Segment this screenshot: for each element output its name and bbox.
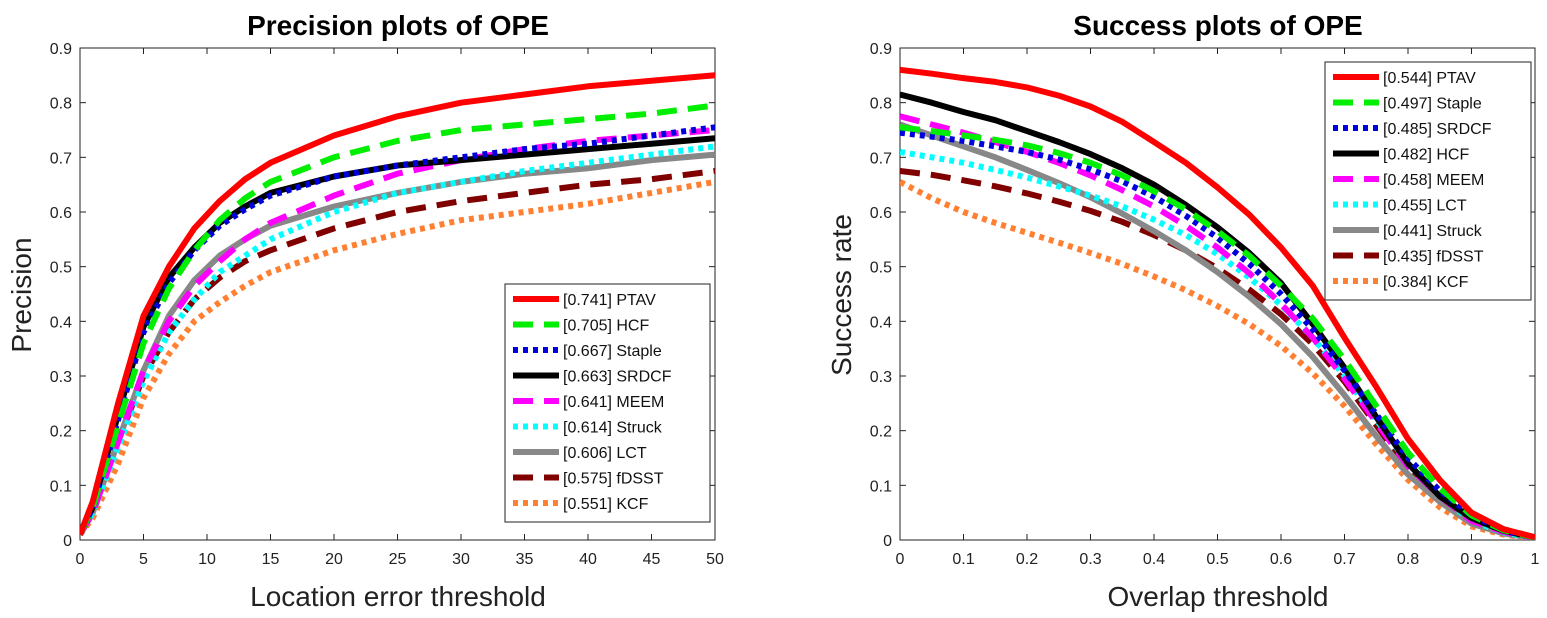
- precision-chart-xtick-label: 40: [579, 551, 597, 568]
- precision-chart-title: Precision plots of OPE: [247, 10, 549, 41]
- success-chart-series-line-4: [900, 91, 1535, 540]
- precision-chart-series-line-2: [80, 102, 715, 536]
- success-chart-ytick-label: 0.8: [870, 96, 892, 113]
- precision-chart-xtick-label: 10: [198, 551, 216, 568]
- success-chart-xtick-label: 0.5: [1206, 551, 1228, 568]
- success-chart-ytick-label: 0.4: [870, 314, 892, 331]
- precision-chart-legend-entry: [0.667] Staple: [563, 343, 662, 360]
- success-chart-ytick-label: 0.7: [870, 150, 892, 167]
- success-chart-ytick-label: 0.1: [870, 478, 892, 495]
- success-chart-ytick-label: 0.3: [870, 369, 892, 386]
- precision-chart-xtick-label: 35: [516, 551, 534, 568]
- success-chart-xlabel: Overlap threshold: [1107, 581, 1328, 612]
- precision-chart-legend-entry: [0.705] HCF: [563, 318, 649, 335]
- success-chart-ytick-label: 0.6: [870, 205, 892, 222]
- precision-chart-ytick-label: 0.5: [50, 260, 72, 277]
- success-chart-ytick-label: 0.9: [870, 41, 892, 58]
- success-chart-ticks: 0 0.1 0.2 0.3 0.4 0.5 0.6 0.7 0.8 0.9 1 0 0.1 0.2 0.3 0…: [870, 41, 1540, 568]
- success-chart-xtick-label: 0.7: [1333, 551, 1355, 568]
- precision-chart-legend-entry: [0.741] PTAV: [563, 292, 656, 309]
- precision-chart-ytick-label: 0.4: [50, 314, 72, 331]
- precision-chart-ytick-label: 0.2: [50, 424, 72, 441]
- precision-chart-series-line-5: [80, 127, 715, 537]
- success-chart-ytick-label: 0.2: [870, 424, 892, 441]
- precision-chart-xtick-label: 50: [706, 551, 724, 568]
- success-chart-ytick-label: 0.5: [870, 260, 892, 277]
- precision-chart-ticks: 0 5 10 15 20 25 30 35 40 45 50 0 0.1 0.2 0.3 0.4 0.5 0.6 0…: [50, 41, 724, 568]
- precision-chart-ytick-label: 0.9: [50, 41, 72, 58]
- success-chart-legend-entry: [0.455] LCT: [1383, 198, 1467, 215]
- success-chart-legend-entry: [0.384] KCF: [1383, 274, 1469, 291]
- success-chart-xtick-label: 0.2: [1016, 551, 1038, 568]
- success-chart-legend-entry: [0.458] MEEM: [1383, 172, 1484, 189]
- precision-chart-legend-box: [504, 283, 711, 523]
- precision-chart-legend-entry: [0.641] MEEM: [563, 394, 664, 411]
- success-chart-xtick-label: 0.8: [1397, 551, 1419, 568]
- precision-chart-legend: [0.741] PTAV [0.705] HCF [0.667] Staple [0.…: [504, 283, 711, 523]
- precision-chart-xlabel: Location error threshold: [250, 581, 546, 612]
- success-chart: Success plots of OPE Overlap threshold S…: [826, 10, 1540, 612]
- precision-chart-legend-entry: [0.614] Struck: [563, 420, 663, 437]
- success-chart-xtick-label: 0.6: [1270, 551, 1292, 568]
- success-chart-legend-box: [1324, 61, 1532, 301]
- success-chart-xtick-label: 0.3: [1079, 551, 1101, 568]
- precision-chart-ytick-label: 0: [63, 533, 72, 550]
- precision-chart-ytick-label: 0.6: [50, 205, 72, 222]
- success-chart-series-line-8: [900, 168, 1535, 540]
- success-chart-title: Success plots of OPE: [1073, 10, 1362, 41]
- success-chart-legend-entry: [0.497] Staple: [1383, 96, 1482, 113]
- success-chart-legend-entry: [0.435] fDSST: [1383, 249, 1484, 266]
- precision-chart-ytick-label: 0.1: [50, 478, 72, 495]
- precision-chart-legend-entry: [0.575] fDSST: [563, 471, 664, 488]
- success-chart-legend: [0.544] PTAV [0.497] Staple [0.485] SRDCF […: [1324, 61, 1532, 301]
- precision-chart-ytick-label: 0.3: [50, 369, 72, 386]
- precision-chart-legend-entry: [0.551] KCF: [563, 496, 649, 513]
- precision-chart-xtick-label: 25: [389, 551, 407, 568]
- success-chart-ytick-label: 0: [883, 533, 892, 550]
- precision-chart: Precision plots of OPE Location error th…: [6, 10, 724, 612]
- success-chart-legend-entry: [0.482] HCF: [1383, 147, 1469, 164]
- success-chart-series-line-2: [900, 124, 1535, 540]
- success-chart-plot-area: [900, 66, 1535, 540]
- precision-chart-xtick-label: 5: [139, 551, 148, 568]
- success-chart-ylabel: Success rate: [826, 214, 857, 376]
- precision-chart-legend-entry: [0.663] SRDCF: [563, 369, 672, 386]
- precision-chart-ylabel: Precision: [6, 237, 37, 352]
- success-chart-legend-entry: [0.441] Struck: [1383, 223, 1483, 240]
- success-chart-xtick-label: 1: [1531, 551, 1540, 568]
- precision-chart-xtick-label: 15: [262, 551, 280, 568]
- precision-chart-xtick-label: 30: [452, 551, 470, 568]
- success-chart-legend-entry: [0.544] PTAV: [1383, 70, 1476, 87]
- precision-chart-xtick-label: 45: [643, 551, 661, 568]
- success-chart-series-line-9: [900, 179, 1535, 540]
- precision-chart-series-line-1: [80, 72, 715, 536]
- precision-chart-ytick-label: 0.8: [50, 96, 72, 113]
- success-chart-xtick-label: 0.9: [1460, 551, 1482, 568]
- success-chart-legend-entry: [0.485] SRDCF: [1383, 121, 1492, 138]
- precision-chart-legend-entry: [0.606] LCT: [563, 445, 647, 462]
- success-chart-series-line-7: [900, 121, 1535, 540]
- precision-chart-series-line-3: [80, 124, 715, 536]
- success-chart-xtick-label: 0.4: [1143, 551, 1165, 568]
- precision-chart-xtick-label: 20: [325, 551, 343, 568]
- precision-chart-xtick-label: 0: [76, 551, 85, 568]
- success-chart-xtick-label: 0: [896, 551, 905, 568]
- precision-chart-ytick-label: 0.7: [50, 150, 72, 167]
- success-chart-series-line-1: [900, 66, 1535, 540]
- precision-chart-plot-area: [80, 72, 715, 537]
- success-chart-xtick-label: 0.1: [952, 551, 974, 568]
